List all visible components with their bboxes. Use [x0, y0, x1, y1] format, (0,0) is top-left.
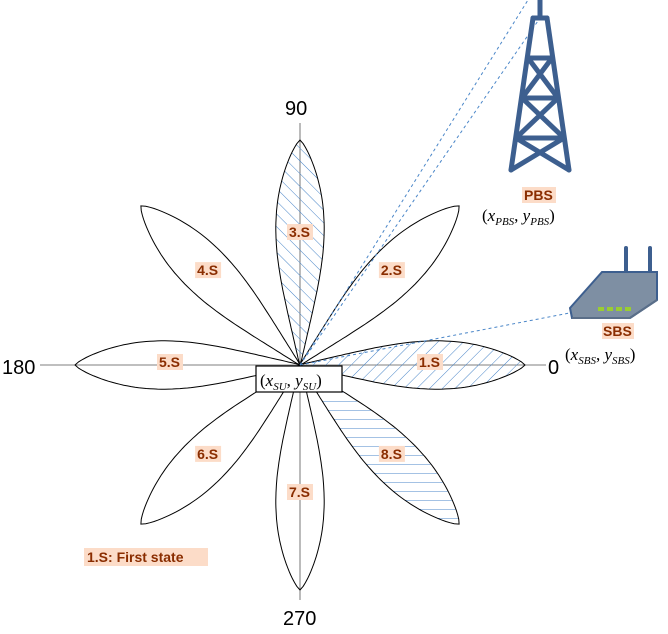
svg-text:8.S: 8.S	[381, 446, 402, 462]
state-label-3: 3.S	[287, 224, 313, 240]
legend-note: 1.S: First state	[84, 548, 208, 566]
svg-text:5.S: 5.S	[159, 354, 180, 370]
axis-label-90: 90	[285, 98, 307, 120]
lobe-3-s	[275, 139, 325, 367]
svg-text:(xSBS, ySBS): (xSBS, ySBS)	[565, 345, 635, 367]
sbs-label: SBS (xSBS, ySBS)	[565, 323, 635, 367]
lobe-2-s	[298, 205, 460, 367]
lobe-5-s	[74, 340, 302, 390]
svg-text:4.S: 4.S	[197, 262, 218, 278]
svg-text:2.S: 2.S	[381, 262, 402, 278]
state-label-1: 1.S	[417, 354, 443, 370]
state-label-4: 4.S	[195, 262, 222, 279]
axis-label-180: 180	[2, 357, 35, 379]
state-label-5: 5.S	[157, 354, 183, 370]
axis-label-0: 0	[548, 357, 559, 379]
su-position-box: (xSU, ySU)	[255, 365, 343, 393]
state-labels: 1.S 2.S 3.S 4.S 5.S 6.S 7.S 8.S	[157, 224, 443, 500]
state-label-6: 6.S	[195, 445, 222, 462]
state-label-7: 7.S	[287, 484, 313, 500]
lobe-7-s	[275, 363, 325, 591]
pbs-tower-icon	[508, 0, 572, 173]
lobe-6-s	[140, 363, 302, 525]
svg-text:(xPBS, yPBS): (xPBS, yPBS)	[482, 206, 555, 228]
svg-text:1.S: First state: 1.S: First state	[87, 549, 184, 565]
sbs-router-icon	[568, 246, 658, 319]
lobe-8-s	[298, 363, 460, 525]
link-to-sbs	[299, 309, 586, 366]
beam-lobes	[74, 139, 526, 591]
svg-text:7.S: 7.S	[289, 484, 310, 500]
state-label-8: 8.S	[378, 445, 405, 462]
svg-text:1.S: 1.S	[419, 354, 440, 370]
lobe-1-s	[298, 340, 526, 390]
axis-label-270: 270	[283, 608, 316, 630]
svg-text:6.S: 6.S	[197, 446, 218, 462]
svg-text:SBS: SBS	[603, 323, 632, 339]
pbs-label: PBS (xPBS, yPBS)	[482, 187, 556, 228]
link-to-pbs-center	[299, 17, 541, 366]
state-label-2: 2.S	[378, 262, 405, 279]
lobe-4-s	[140, 205, 302, 367]
svg-text:3.S: 3.S	[289, 224, 310, 240]
svg-text:PBS: PBS	[524, 187, 553, 203]
